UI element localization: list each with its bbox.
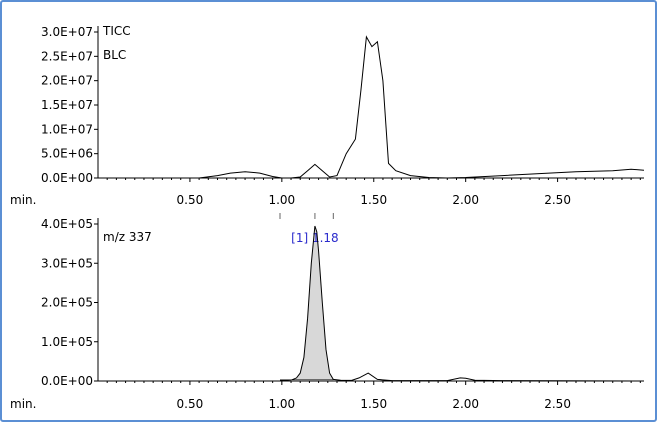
x-tick-label: 2.50 — [544, 193, 571, 207]
trace-label: TICC — [102, 24, 131, 38]
y-tick-label: 4.0E+05 — [41, 217, 93, 231]
x-tick-label: 1.00 — [268, 193, 295, 207]
peak-area-fill — [280, 226, 334, 381]
x-tick-label: 0.50 — [177, 193, 204, 207]
x-tick-label: 2.00 — [452, 397, 479, 411]
y-tick-label: 3.0E+07 — [41, 25, 93, 39]
y-tick-label: 1.0E+05 — [41, 335, 93, 349]
y-tick-label: 3.0E+05 — [41, 256, 93, 270]
y-tick-label: 0.0E+00 — [41, 171, 93, 185]
x-tick-label: 2.50 — [544, 397, 571, 411]
y-tick-label: 2.5E+07 — [41, 49, 93, 63]
trace-label: m/z 337 — [103, 230, 152, 244]
x-axis-unit-label: min. — [10, 193, 36, 207]
y-tick-label: 5.0E+06 — [41, 147, 93, 161]
x-tick-label: 2.00 — [452, 193, 479, 207]
series-line — [98, 225, 645, 382]
x-tick-label: 0.50 — [177, 397, 204, 411]
x-tick-label: 1.50 — [360, 397, 387, 411]
y-tick-label: 1.0E+07 — [41, 122, 93, 136]
trace-label: BLC — [103, 48, 126, 62]
y-tick-label: 1.5E+07 — [41, 98, 93, 112]
y-tick-label: 0.0E+00 — [41, 374, 93, 388]
peak-retention-label: [1] 1.18 — [291, 231, 339, 245]
x-tick-label: 1.00 — [268, 397, 295, 411]
x-tick-label: 1.50 — [360, 193, 387, 207]
series-line — [98, 35, 645, 179]
y-tick-label: 2.0E+05 — [41, 296, 93, 310]
x-axis-unit-label: min. — [10, 397, 36, 411]
y-tick-label: 2.0E+07 — [41, 74, 93, 88]
